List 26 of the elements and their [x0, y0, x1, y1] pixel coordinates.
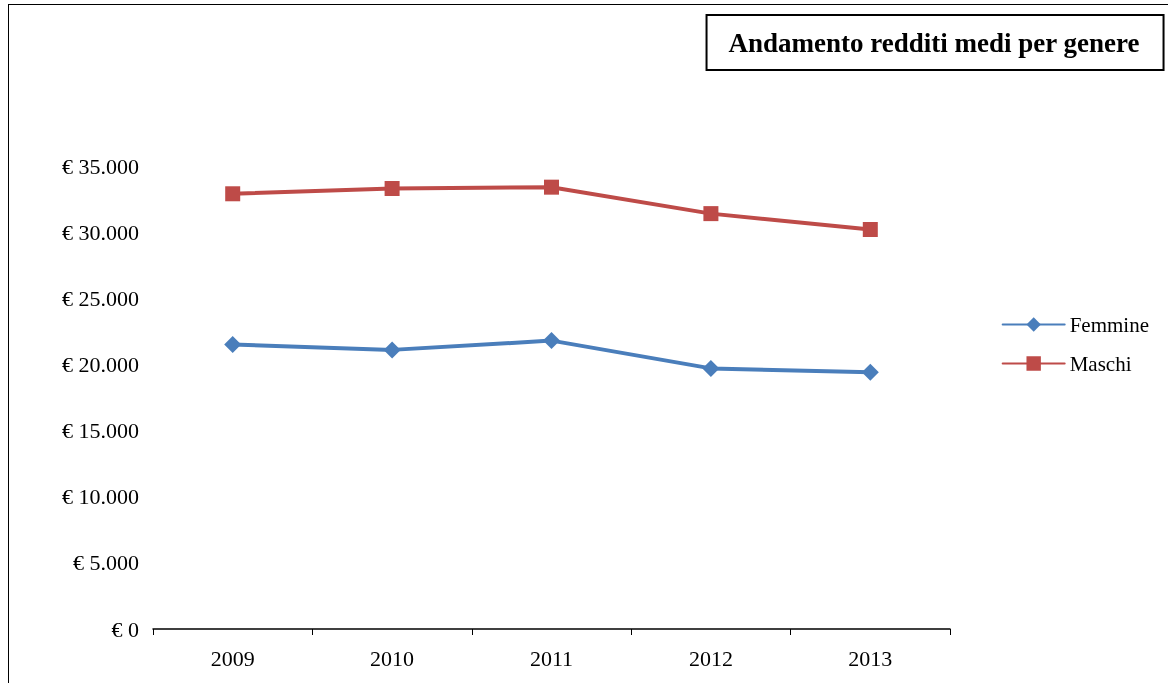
x-tick-label: 2009 — [210, 645, 255, 671]
x-tick-label: 2012 — [688, 645, 733, 671]
y-tick-label: € 35.000 — [62, 153, 139, 179]
y-tick-label: € 30.000 — [62, 219, 139, 245]
y-tick-label: € 25.000 — [62, 285, 139, 311]
point — [544, 179, 559, 195]
legend-label: Maschi — [1069, 351, 1132, 376]
point — [224, 336, 242, 354]
point — [543, 332, 560, 350]
x-tick-label: 2013 — [848, 645, 893, 671]
legend-label: Femmine — [1069, 312, 1149, 337]
x-tick-label: 2011 — [529, 645, 574, 671]
point — [225, 186, 241, 202]
y-tick-label: € 15.000 — [62, 418, 139, 444]
y-tick-label: € 10.000 — [62, 484, 139, 510]
point — [861, 363, 879, 381]
y-tick-label: € 0 — [111, 616, 139, 642]
chart-title: Andamento redditi medi per genere — [728, 27, 1140, 58]
point — [384, 180, 400, 196]
point — [702, 359, 720, 377]
point — [862, 222, 878, 237]
y-tick-label: € 5.000 — [73, 550, 139, 576]
point — [703, 206, 719, 222]
y-tick-label: € 20.000 — [62, 351, 139, 377]
point — [383, 341, 401, 359]
x-tick-label: 2010 — [370, 645, 415, 671]
